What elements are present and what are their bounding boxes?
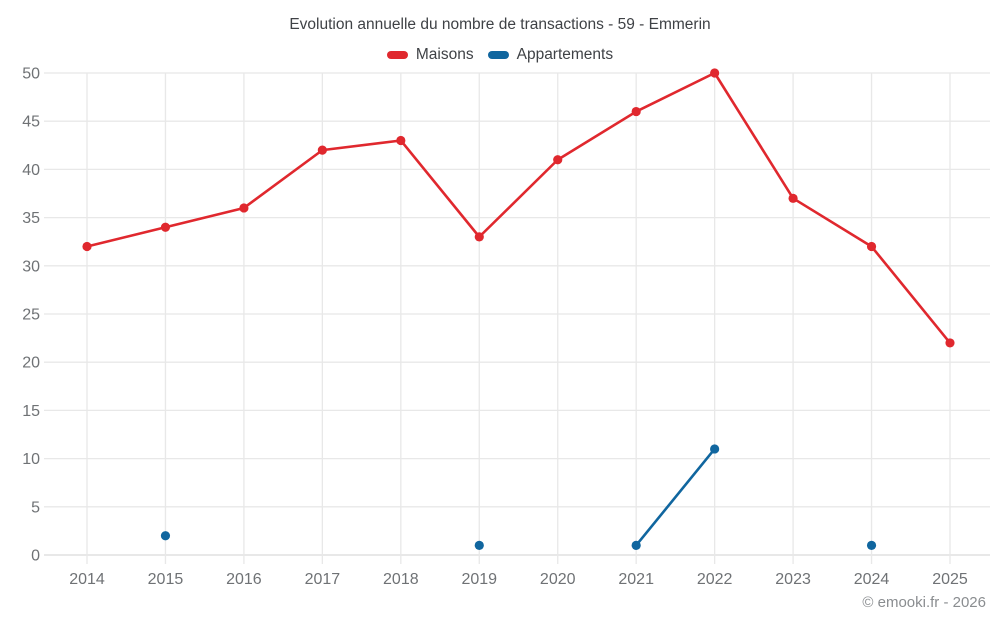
- legend-item-appartements[interactable]: Appartements: [487, 46, 614, 64]
- data-point-appartements-2022[interactable]: [710, 444, 720, 454]
- data-point-maisons-2024[interactable]: [866, 241, 877, 252]
- y-tick-label: 15: [22, 403, 40, 420]
- y-tick-label: 45: [22, 114, 40, 131]
- y-tick-label: 25: [22, 307, 40, 324]
- maisons-legend-marker-icon: [386, 51, 408, 59]
- y-tick-label: 10: [22, 451, 40, 468]
- y-tick-label: 0: [31, 548, 40, 565]
- x-tick-label: 2014: [69, 571, 105, 588]
- data-point-maisons-2023[interactable]: [788, 193, 798, 203]
- y-tick-label: 50: [22, 66, 40, 83]
- y-tick-label: 40: [22, 162, 40, 179]
- data-point-maisons-2014[interactable]: [82, 241, 92, 252]
- x-tick-label: 2025: [932, 571, 968, 588]
- data-point-maisons-2025[interactable]: [945, 338, 955, 348]
- x-tick-label: 2023: [775, 571, 811, 588]
- data-point-maisons-2021[interactable]: [631, 106, 641, 117]
- x-tick-label: 2019: [461, 571, 497, 588]
- data-point-maisons-2017[interactable]: [317, 145, 327, 155]
- y-tick-label: 30: [22, 258, 40, 275]
- y-tick-label: 35: [22, 210, 40, 227]
- data-point-appartements-2019[interactable]: [474, 540, 484, 550]
- y-tick-label: 5: [31, 499, 40, 516]
- data-point-appartements-2015[interactable]: [160, 531, 171, 541]
- x-tick-label: 2022: [697, 571, 733, 588]
- data-point-maisons-2019[interactable]: [474, 232, 484, 242]
- data-point-maisons-2022[interactable]: [710, 68, 720, 78]
- x-tick-label: 2016: [226, 571, 262, 588]
- x-tick-label: 2021: [618, 571, 654, 588]
- chart-title: Evolution annuelle du nombre de transact…: [289, 16, 711, 33]
- x-tick-label: 2024: [854, 571, 890, 588]
- x-tick-label: 2015: [148, 571, 184, 588]
- data-point-maisons-2018[interactable]: [396, 135, 406, 146]
- series-line-maisons: [85, 71, 952, 345]
- appartements-legend-marker-icon: [487, 51, 509, 59]
- legend-label-maisons: Maisons: [415, 46, 474, 63]
- x-tick-label: 2020: [540, 571, 576, 588]
- data-point-appartements-2024[interactable]: [866, 540, 877, 550]
- data-point-maisons-2016[interactable]: [239, 203, 249, 213]
- x-tick-label: 2018: [383, 571, 419, 588]
- data-point-maisons-2020[interactable]: [553, 155, 563, 165]
- legend-label-appartements: Appartements: [516, 46, 614, 63]
- data-point-appartements-2021[interactable]: [631, 540, 641, 550]
- legend-item-maisons[interactable]: Maisons: [386, 46, 474, 64]
- x-tick-label: 2017: [305, 571, 341, 588]
- data-point-maisons-2015[interactable]: [160, 222, 171, 232]
- series-line-appartements: [634, 447, 716, 547]
- y-tick-label: 20: [22, 355, 40, 372]
- chart-legend: Maisons Appartements: [0, 46, 1000, 64]
- copyright-credit: © emooki.fr - 2026: [862, 594, 986, 611]
